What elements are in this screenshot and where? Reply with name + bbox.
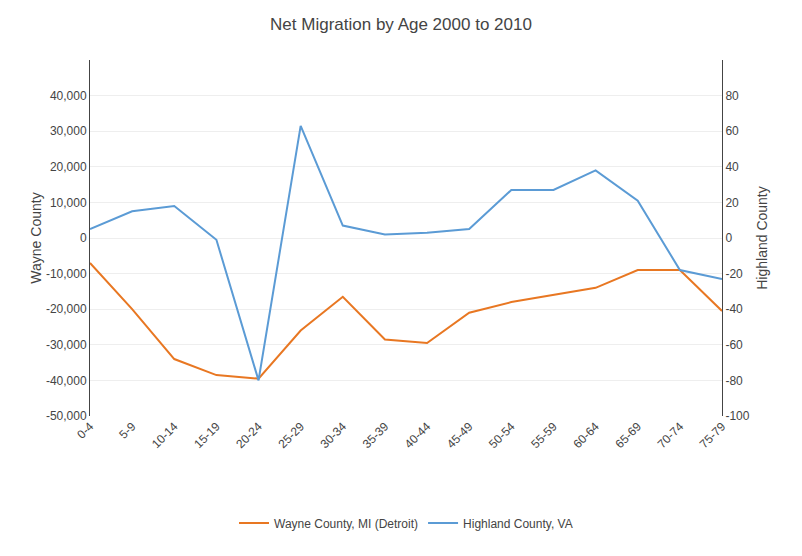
svg-text:60-64: 60-64 bbox=[570, 419, 602, 451]
svg-text:0: 0 bbox=[725, 231, 732, 245]
svg-text:35-39: 35-39 bbox=[360, 419, 392, 451]
svg-text:-40,000: -40,000 bbox=[46, 374, 87, 388]
svg-text:30,000: 30,000 bbox=[50, 124, 87, 138]
svg-text:-10,000: -10,000 bbox=[46, 267, 87, 281]
svg-text:40: 40 bbox=[725, 160, 739, 174]
svg-text:75-79: 75-79 bbox=[697, 419, 729, 451]
svg-text:45-49: 45-49 bbox=[444, 419, 476, 451]
svg-text:Wayne County: Wayne County bbox=[28, 192, 44, 283]
svg-text:-80: -80 bbox=[725, 374, 743, 388]
svg-text:40-44: 40-44 bbox=[402, 419, 434, 451]
svg-text:-20,000: -20,000 bbox=[46, 302, 87, 316]
svg-text:50-54: 50-54 bbox=[486, 419, 518, 451]
svg-text:-100: -100 bbox=[725, 409, 749, 423]
svg-text:Net Migration by Age 2000 to 2: Net Migration by Age 2000 to 2010 bbox=[270, 15, 532, 34]
svg-text:0-4: 0-4 bbox=[74, 419, 96, 441]
svg-text:65-69: 65-69 bbox=[612, 419, 644, 451]
svg-text:-40: -40 bbox=[725, 302, 743, 316]
svg-text:10,000: 10,000 bbox=[50, 196, 87, 210]
svg-text:55-59: 55-59 bbox=[528, 419, 560, 451]
svg-text:-20: -20 bbox=[725, 267, 743, 281]
svg-text:Wayne County, MI (Detroit): Wayne County, MI (Detroit) bbox=[274, 517, 418, 531]
svg-text:20,000: 20,000 bbox=[50, 160, 87, 174]
svg-text:25-29: 25-29 bbox=[275, 419, 307, 451]
svg-text:Highland County: Highland County bbox=[754, 186, 770, 290]
svg-text:Highland County, VA: Highland County, VA bbox=[463, 517, 573, 531]
svg-text:30-34: 30-34 bbox=[318, 419, 350, 451]
svg-text:-30,000: -30,000 bbox=[46, 338, 87, 352]
svg-text:5-9: 5-9 bbox=[116, 419, 138, 441]
svg-text:70-74: 70-74 bbox=[655, 419, 687, 451]
svg-text:60: 60 bbox=[725, 124, 739, 138]
svg-text:10-14: 10-14 bbox=[149, 419, 181, 451]
svg-text:-60: -60 bbox=[725, 338, 743, 352]
svg-text:20-24: 20-24 bbox=[233, 419, 265, 451]
svg-text:15-19: 15-19 bbox=[191, 419, 223, 451]
svg-text:-50,000: -50,000 bbox=[46, 409, 87, 423]
svg-text:40,000: 40,000 bbox=[50, 89, 87, 103]
svg-text:80: 80 bbox=[725, 89, 739, 103]
svg-text:20: 20 bbox=[725, 196, 739, 210]
svg-text:0: 0 bbox=[80, 231, 87, 245]
